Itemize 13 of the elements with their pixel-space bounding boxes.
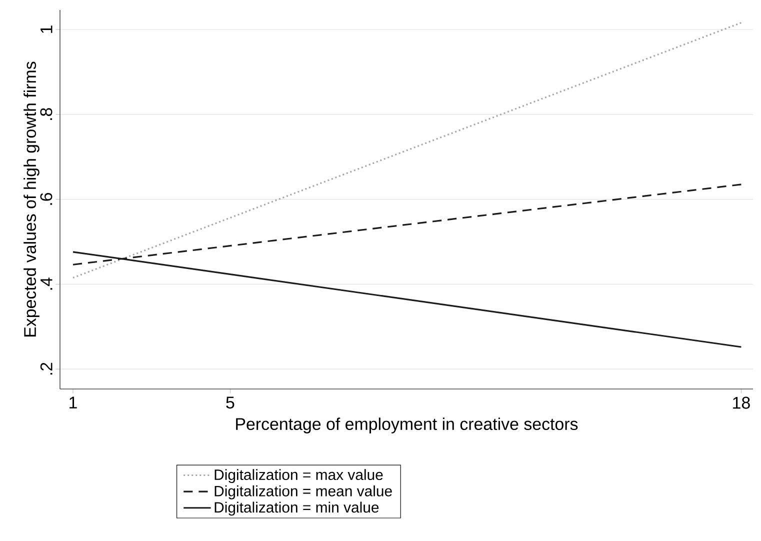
- y-tick-label: .2: [40, 362, 52, 375]
- legend-label: Digitalization = mean value: [214, 485, 392, 500]
- x-tick-label: 18: [733, 396, 750, 409]
- x-tick-label: 1: [70, 396, 77, 408]
- x-tick-label: 5: [226, 396, 234, 409]
- y-tick-label: 1: [40, 26, 52, 33]
- legend-label: Digitalization = max value: [214, 469, 383, 484]
- y-tick-label: .4: [40, 278, 52, 290]
- x-axis-title: Percentage of employment in creative sectors: [236, 418, 578, 434]
- legend-label: Digitalization = min value: [214, 502, 379, 516]
- y-axis-title: Expected values of high growth firms: [24, 62, 40, 336]
- y-tick-label: .6: [40, 192, 52, 205]
- y-tick-label: .8: [40, 108, 52, 120]
